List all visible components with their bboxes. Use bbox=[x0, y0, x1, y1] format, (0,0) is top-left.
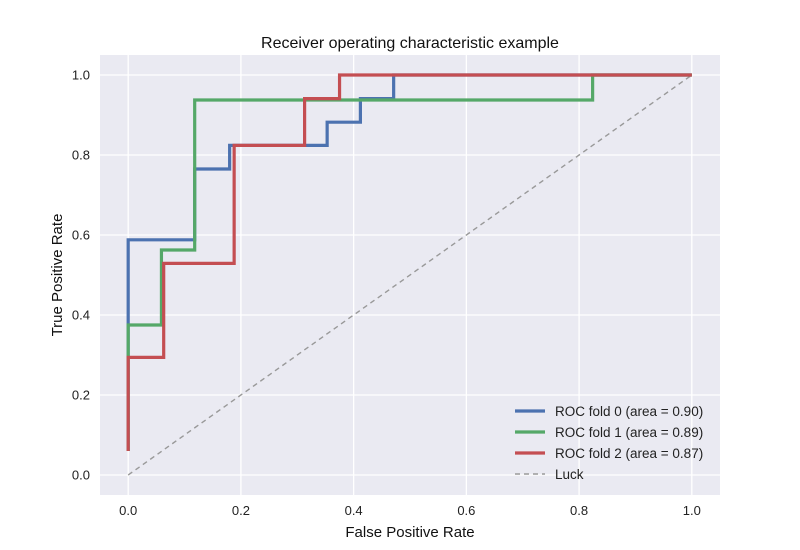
y-tick-label: 0.4 bbox=[72, 308, 90, 323]
legend: ROC fold 0 (area = 0.90) ROC fold 1 (area… bbox=[515, 404, 703, 482]
x-tick-label: 1.0 bbox=[683, 503, 701, 518]
legend-fold-0-label: ROC fold 0 (area = 0.90) bbox=[555, 404, 703, 419]
roc-fold-2-line bbox=[126, 73, 692, 451]
grid bbox=[100, 55, 720, 495]
chart-title: Receiver operating characteristic exampl… bbox=[261, 35, 559, 52]
series-layer bbox=[126, 73, 693, 476]
y-tick-label: 0.2 bbox=[72, 388, 90, 403]
legend-luck-label: Luck bbox=[555, 467, 584, 482]
x-tick-label: 0.8 bbox=[570, 503, 588, 518]
y-tick-label: 0.8 bbox=[72, 148, 90, 163]
legend-fold-2-label: ROC fold 2 (area = 0.87) bbox=[555, 446, 703, 461]
y-axis-label: True Positive Rate bbox=[49, 214, 66, 337]
y-tick-label: 0.0 bbox=[72, 468, 90, 483]
x-tick-label: 0.6 bbox=[457, 503, 475, 518]
y-tick-label: 0.6 bbox=[72, 228, 90, 243]
legend-fold-1-label: ROC fold 1 (area = 0.89) bbox=[555, 425, 703, 440]
x-axis-label: False Positive Rate bbox=[345, 524, 474, 541]
x-tick-label: 0.0 bbox=[119, 503, 137, 518]
luck-line bbox=[127, 74, 693, 476]
x-tick-label: 0.4 bbox=[345, 503, 363, 518]
x-tick-label: 0.2 bbox=[232, 503, 250, 518]
tick-labels: 0.0 0.2 0.4 0.6 0.8 1.0 0.0 0.2 0.4 0.6 0.8 1.0 bbox=[72, 68, 701, 519]
y-tick-label: 1.0 bbox=[72, 68, 90, 83]
roc-fold-1-line bbox=[126, 73, 692, 451]
